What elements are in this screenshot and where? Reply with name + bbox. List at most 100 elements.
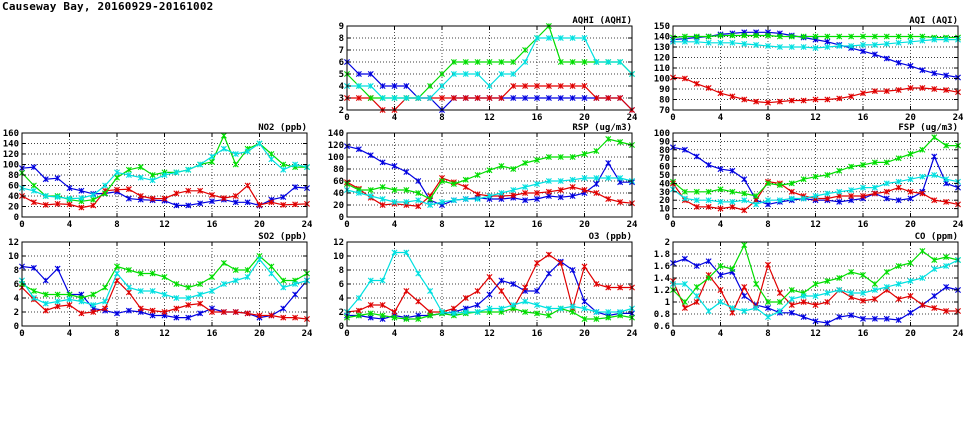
data-point-green bbox=[741, 190, 748, 197]
data-point-blue bbox=[931, 70, 938, 77]
data-point-blue bbox=[883, 195, 890, 202]
y-tick-label: 3 bbox=[339, 94, 344, 104]
data-point-green bbox=[367, 95, 374, 101]
data-point-blue bbox=[42, 176, 49, 183]
data-point-red bbox=[125, 186, 132, 193]
data-point-red bbox=[209, 191, 215, 198]
data-point-green bbox=[280, 161, 287, 168]
series-line-red bbox=[346, 177, 633, 207]
data-point-green bbox=[557, 59, 564, 65]
data-point-blue bbox=[486, 291, 493, 298]
data-point-green bbox=[693, 284, 700, 290]
data-point-cyan bbox=[450, 197, 457, 204]
x-tick-label: 24 bbox=[302, 329, 313, 339]
x-tick-label: 4 bbox=[67, 329, 73, 339]
y-tick-label: 70 bbox=[659, 106, 670, 116]
data-point-cyan bbox=[367, 83, 374, 89]
data-point-green bbox=[439, 178, 445, 184]
y-tick-label: 0 bbox=[14, 213, 19, 223]
data-point-red bbox=[931, 305, 938, 311]
data-point-red bbox=[871, 190, 878, 197]
data-point-cyan bbox=[907, 278, 914, 284]
data-point-red bbox=[534, 260, 540, 266]
data-point-red bbox=[895, 184, 902, 191]
data-point-cyan bbox=[415, 95, 422, 101]
data-point-red bbox=[534, 83, 540, 89]
data-point-green bbox=[824, 172, 831, 178]
data-point-cyan bbox=[66, 296, 73, 303]
data-point-cyan bbox=[510, 187, 517, 193]
data-point-green bbox=[498, 59, 505, 65]
data-point-red bbox=[717, 90, 724, 97]
data-point-green bbox=[149, 172, 156, 178]
y-tick-label: 2 bbox=[339, 106, 344, 116]
data-point-green bbox=[510, 59, 517, 65]
data-point-red bbox=[439, 95, 445, 101]
data-point-cyan bbox=[741, 308, 748, 314]
data-point-blue bbox=[729, 167, 736, 174]
data-point-cyan bbox=[66, 195, 73, 202]
data-point-blue bbox=[848, 312, 855, 319]
data-point-cyan bbox=[534, 35, 540, 41]
data-point-cyan bbox=[54, 298, 61, 305]
x-tick-label: 20 bbox=[905, 329, 916, 339]
data-point-green bbox=[753, 193, 760, 199]
data-point-green bbox=[605, 136, 612, 142]
y-tick-label: 6 bbox=[339, 280, 344, 290]
data-point-cyan bbox=[439, 83, 445, 89]
data-point-cyan bbox=[812, 45, 819, 52]
data-point-red bbox=[90, 202, 97, 209]
data-point-cyan bbox=[605, 59, 612, 65]
data-point-red bbox=[42, 307, 49, 314]
data-point-blue bbox=[545, 95, 552, 101]
data-point-red bbox=[545, 83, 552, 89]
data-point-cyan bbox=[486, 193, 493, 199]
y-tick-label: 60 bbox=[8, 182, 19, 192]
data-point-green bbox=[860, 161, 866, 168]
data-point-green bbox=[125, 267, 132, 273]
data-point-blue bbox=[232, 199, 239, 206]
y-tick-label: 80 bbox=[659, 146, 670, 156]
data-point-cyan bbox=[705, 308, 712, 314]
y-tick-label: 0.6 bbox=[654, 322, 670, 332]
data-point-cyan bbox=[741, 40, 748, 47]
data-point-cyan bbox=[244, 274, 251, 280]
data-point-cyan bbox=[753, 41, 760, 48]
data-point-cyan bbox=[681, 195, 688, 202]
data-point-blue bbox=[185, 202, 192, 209]
data-point-red bbox=[415, 298, 422, 305]
y-tick-label: 6 bbox=[14, 280, 19, 290]
data-point-red bbox=[534, 190, 540, 196]
data-point-green bbox=[776, 299, 783, 305]
y-tick-label: 50 bbox=[659, 171, 670, 181]
data-point-green bbox=[30, 288, 37, 294]
data-point-green bbox=[545, 312, 552, 319]
data-point-green bbox=[522, 160, 529, 166]
data-point-red bbox=[30, 199, 37, 206]
data-point-cyan bbox=[391, 249, 398, 256]
data-point-cyan bbox=[220, 281, 227, 287]
data-point-cyan bbox=[569, 176, 576, 183]
data-point-cyan bbox=[137, 174, 144, 181]
data-point-green bbox=[161, 274, 168, 280]
data-point-cyan bbox=[593, 175, 600, 181]
data-point-green bbox=[729, 32, 736, 39]
data-point-red bbox=[557, 260, 564, 266]
x-tick-label: 16 bbox=[532, 113, 543, 123]
data-point-cyan bbox=[605, 309, 612, 315]
y-tick-label: 130 bbox=[654, 43, 670, 53]
data-point-blue bbox=[681, 255, 688, 262]
data-point-green bbox=[753, 281, 760, 287]
x-tick-label: 12 bbox=[484, 220, 495, 230]
data-point-red bbox=[741, 96, 748, 103]
data-point-cyan bbox=[474, 71, 481, 77]
data-point-cyan bbox=[439, 309, 445, 315]
data-point-red bbox=[149, 307, 156, 314]
data-point-blue bbox=[545, 270, 552, 277]
data-point-green bbox=[593, 148, 600, 154]
data-point-red bbox=[741, 207, 748, 214]
data-point-cyan bbox=[450, 71, 457, 77]
data-point-blue bbox=[403, 83, 410, 89]
data-point-red bbox=[765, 99, 771, 106]
data-point-blue bbox=[367, 71, 374, 77]
